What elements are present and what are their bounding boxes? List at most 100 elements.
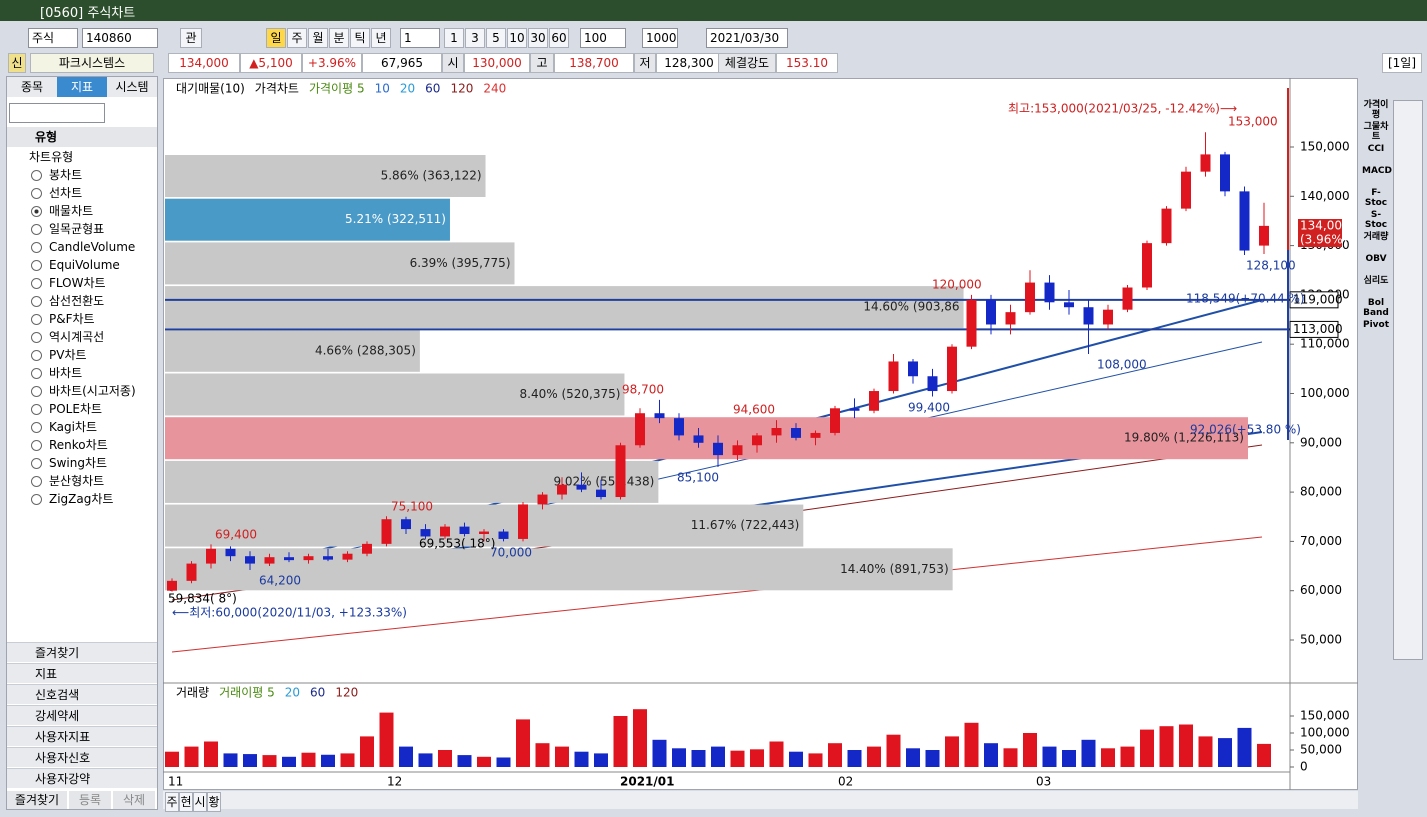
watch-button[interactable]: 관	[180, 28, 202, 48]
chart-type-item[interactable]: EquiVolume	[49, 258, 120, 272]
bottom-tab[interactable]: 삭제	[113, 791, 155, 809]
chart-type-item[interactable]: FLOW차트	[49, 276, 106, 290]
chart-type-item[interactable]: 역시계곡선	[49, 330, 105, 344]
draw-tools	[1393, 100, 1423, 660]
chart-type-item[interactable]: 선차트	[49, 186, 83, 200]
indicator-button[interactable]: F-Stoc	[1364, 188, 1388, 208]
folder[interactable]: 즐겨찾기	[7, 642, 157, 662]
radio[interactable]	[31, 494, 42, 505]
period-button[interactable]: 일	[266, 28, 286, 48]
market-select[interactable]: 주식	[28, 28, 78, 48]
zoom-input[interactable]: 100	[580, 28, 626, 48]
radio[interactable]	[31, 242, 42, 253]
chart-type-item[interactable]: 봉차트	[49, 168, 83, 182]
chart-type-item[interactable]: ZigZag차트	[49, 492, 114, 506]
chart-type-item[interactable]: PV차트	[49, 348, 87, 362]
indicator-button[interactable]: Bol Band	[1363, 298, 1389, 318]
indicator-button[interactable]: 그물차트	[1363, 122, 1389, 142]
indicator-button[interactable]: 가격이평	[1363, 100, 1389, 120]
radio[interactable]	[31, 224, 42, 235]
period-button[interactable]: 분	[329, 28, 349, 48]
radio[interactable]	[31, 188, 42, 199]
radio[interactable]	[31, 332, 42, 343]
chart-area	[163, 78, 1358, 790]
chart-type-item[interactable]: 일목균형표	[49, 222, 105, 236]
folder[interactable]: 강세약세	[7, 705, 157, 725]
left-tab[interactable]: 지표	[57, 77, 107, 97]
indicator-button[interactable]: CCI	[1367, 144, 1385, 154]
folder[interactable]: 사용자지표	[7, 726, 157, 746]
quote-open-label: 시	[442, 53, 464, 73]
search-input[interactable]	[9, 103, 105, 123]
period-button[interactable]: 틱	[350, 28, 370, 48]
period-button[interactable]: 주	[287, 28, 307, 48]
period-button[interactable]: 월	[308, 28, 328, 48]
chart-type-item[interactable]: Kagi차트	[49, 420, 98, 434]
indicator-button[interactable]: OBV	[1365, 254, 1387, 264]
folder[interactable]: 지표	[7, 663, 157, 683]
radio[interactable]	[31, 368, 42, 379]
interval-select[interactable]: 1	[400, 28, 440, 48]
code-input[interactable]: 140860	[82, 28, 158, 48]
indicator-button[interactable]: S-Stoc	[1364, 210, 1388, 230]
quote-low-label: 저	[634, 53, 656, 73]
period-button[interactable]: 년	[371, 28, 391, 48]
bottom-button[interactable]: 황	[207, 792, 221, 812]
radio[interactable]	[31, 440, 42, 451]
radio[interactable]	[31, 422, 42, 433]
section-header: 유형	[7, 127, 157, 147]
radio[interactable]	[31, 170, 42, 181]
radio[interactable]	[31, 476, 42, 487]
indicator-button[interactable]: 거래량	[1363, 232, 1389, 242]
count-button[interactable]: 5	[486, 28, 506, 48]
count-button[interactable]: 10	[507, 28, 527, 48]
indicator-button[interactable]: MACD	[1362, 166, 1392, 176]
folder[interactable]: 신호검색	[7, 684, 157, 704]
chart-type-item[interactable]: 분산형차트	[49, 474, 105, 488]
count-button[interactable]: 3	[465, 28, 485, 48]
left-tab[interactable]: 시스템	[107, 77, 157, 97]
quote-rate: +3.96%	[302, 53, 362, 73]
radio[interactable]	[31, 458, 42, 469]
quote-open: 130,000	[464, 53, 530, 73]
total-input[interactable]: 1000	[642, 28, 678, 48]
chart-type-item[interactable]: 매물차트	[49, 204, 94, 218]
date-select[interactable]: 2021/03/30	[706, 28, 788, 48]
quote-high: 138,700	[554, 53, 634, 73]
chart-type-item[interactable]: 바차트(시고저종)	[49, 384, 136, 398]
bottom-tab[interactable]: 등록	[69, 791, 111, 809]
count-button[interactable]: 30	[528, 28, 548, 48]
bottom-button[interactable]: 시	[193, 792, 207, 812]
radio[interactable]	[31, 278, 42, 289]
indicator-button[interactable]: Pivot	[1362, 320, 1390, 330]
count-button[interactable]: 60	[549, 28, 569, 48]
radio[interactable]	[31, 386, 42, 397]
folder[interactable]: 사용자신호	[7, 747, 157, 767]
indicator-button[interactable]: 심리도	[1363, 276, 1389, 286]
quote-strength: 153.10	[776, 53, 838, 73]
radio[interactable]	[31, 296, 42, 307]
quote-row: 신 파크시스템스 134,000 ▲5,100 +3.96% 67,965 시 130,000…	[0, 52, 1427, 74]
chart-type-item[interactable]: 바차트	[49, 366, 83, 380]
radio[interactable]	[31, 206, 42, 217]
chart-type-item[interactable]: POLE차트	[49, 402, 103, 416]
chart-type-item[interactable]: Renko차트	[49, 438, 108, 452]
chart-type-item[interactable]: CandleVolume	[49, 240, 136, 254]
count-button[interactable]: 1	[444, 28, 464, 48]
quote-period: [1일]	[1382, 53, 1422, 73]
quote-high-label: 고	[530, 53, 554, 73]
chart-type-item[interactable]: 삼선전환도	[49, 294, 105, 308]
folder[interactable]: 사용자강약	[7, 768, 157, 788]
radio[interactable]	[31, 314, 42, 325]
radio[interactable]	[31, 404, 42, 415]
chart-type-item[interactable]: P&F차트	[49, 312, 95, 326]
bottom-button[interactable]: 현	[179, 792, 193, 812]
radio[interactable]	[31, 350, 42, 361]
bottom-tab[interactable]: 즐겨찾기	[7, 791, 67, 809]
left-tab[interactable]: 종목	[7, 77, 57, 97]
bottom-button[interactable]: 주	[165, 792, 179, 812]
radio[interactable]	[31, 260, 42, 271]
quote-change: ▲5,100	[240, 53, 302, 73]
chart-type-item[interactable]: Swing차트	[49, 456, 108, 470]
